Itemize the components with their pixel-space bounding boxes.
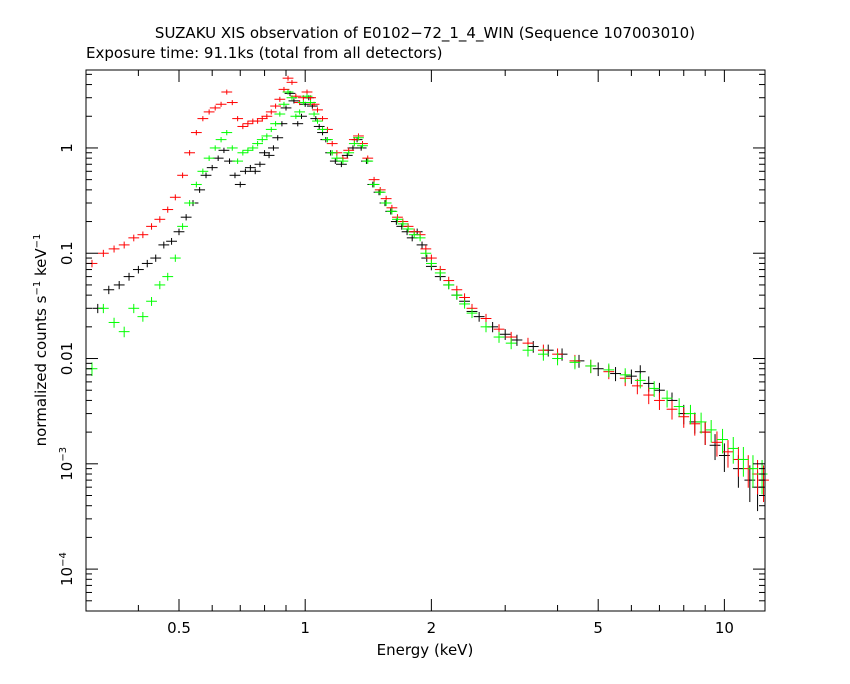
y-axis-label-mid: keV [32, 248, 50, 281]
y-tick-label-exp: −3 [58, 447, 69, 462]
x-tick-label: 1 [300, 619, 310, 637]
x-tick-label: 2 [427, 619, 437, 637]
series-red [86, 75, 769, 503]
y-tick-label: 0.1 [58, 241, 76, 265]
y-tick-label: 1 [58, 143, 76, 153]
x-tick-label: 5 [593, 619, 603, 637]
y-axis-label-exp2: −1 [32, 234, 43, 249]
y-axis-label: normalized counts s−1 keV−1 [32, 234, 50, 447]
y-axis-label-main: normalized counts s [32, 295, 50, 446]
y-tick-label: 10−4 [58, 552, 76, 586]
y-axis-label-exp1: −1 [32, 281, 43, 296]
y-tick-label: 10−3 [58, 447, 76, 481]
x-axis-label: Energy (keV) [377, 641, 474, 659]
chart-subtitle: Exposure time: 91.1ks (total from all de… [86, 44, 442, 62]
series-black [92, 90, 763, 512]
x-axis: 0.5 1 2 5 10 [85, 70, 734, 637]
x-tick-label: 0.5 [167, 619, 191, 637]
y-tick-label-exp: −4 [58, 552, 69, 567]
y-tick-label-base: 10 [58, 462, 76, 481]
chart-title: SUZAKU XIS observation of E0102−72_1_4_W… [155, 24, 695, 43]
data-layer [86, 75, 769, 512]
y-tick-label: 0.01 [58, 342, 76, 375]
series-green [86, 89, 768, 495]
y-tick-label-base: 10 [58, 567, 76, 586]
plot-frame [85, 69, 766, 612]
x-tick-label: 10 [715, 619, 734, 637]
